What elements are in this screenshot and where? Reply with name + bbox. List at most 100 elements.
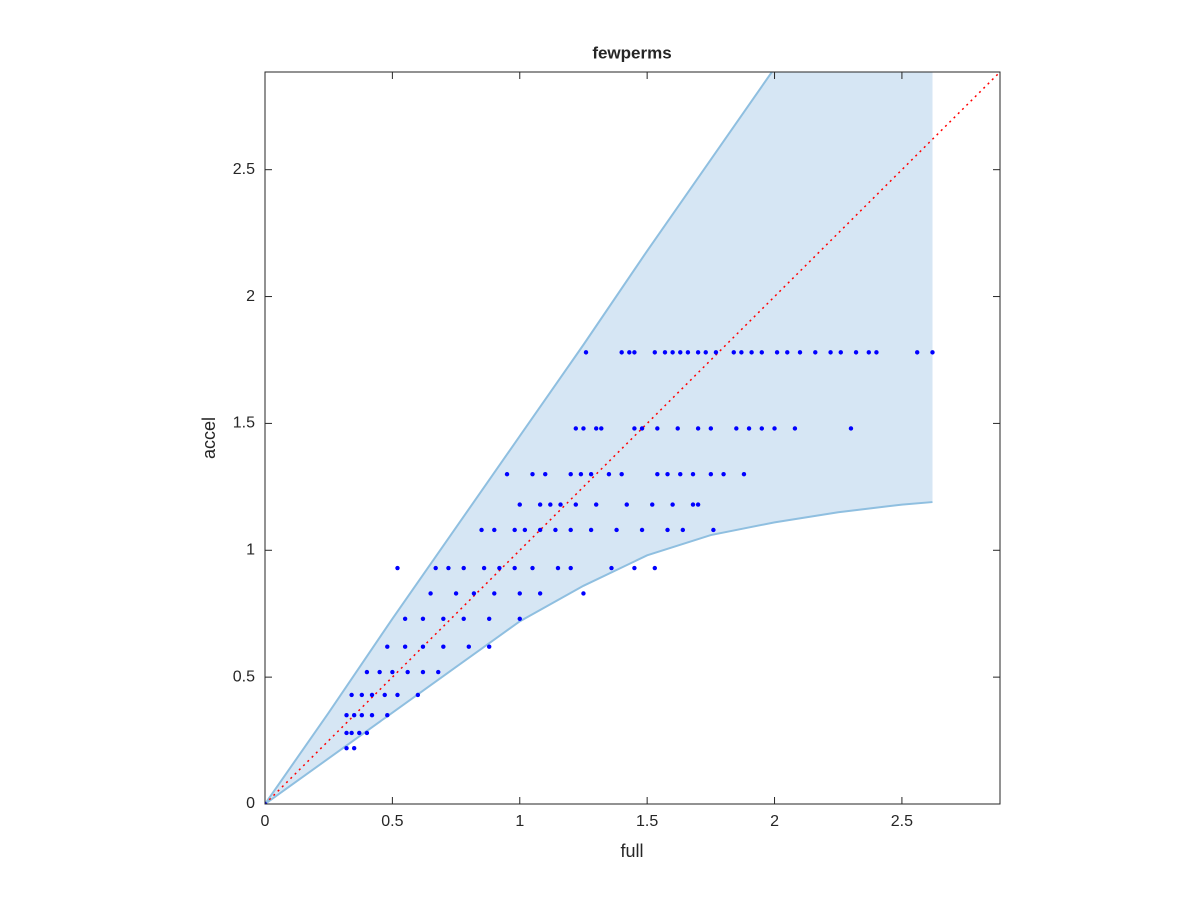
data-point [568, 471, 573, 477]
x-tick-label: 0 [261, 813, 270, 830]
axes-box [264, 71, 1001, 805]
data-point [690, 502, 696, 507]
data-point [359, 712, 365, 718]
data-point [497, 565, 502, 571]
data-point [415, 692, 421, 698]
data-point [772, 426, 777, 431]
data-point [665, 471, 670, 477]
data-point [670, 502, 675, 507]
data-point [481, 565, 487, 571]
data-point [578, 471, 584, 477]
data-point [695, 426, 701, 431]
data-point [517, 616, 522, 621]
data-point [695, 502, 701, 507]
data-point [466, 644, 472, 649]
data-point [652, 350, 657, 355]
data-point [471, 591, 477, 596]
data-point [420, 644, 426, 649]
data-point [588, 527, 594, 533]
data-point [813, 350, 818, 355]
data-point [708, 426, 714, 431]
data-point [619, 471, 624, 477]
data-point [739, 350, 744, 355]
data-point [351, 712, 357, 718]
data-point [402, 644, 408, 649]
data-point [639, 527, 645, 533]
data-point [627, 350, 632, 355]
data-point [785, 350, 790, 355]
data-point [369, 692, 375, 698]
x-tick-label: 2.5 [891, 813, 913, 830]
data-point [619, 350, 624, 355]
data-point [632, 426, 637, 431]
data-point [639, 426, 645, 431]
data-point [558, 502, 563, 507]
data-point [504, 471, 510, 477]
data-point [492, 527, 497, 533]
data-point [632, 565, 637, 571]
data-point [632, 350, 637, 355]
data-point [553, 527, 558, 533]
data-point [593, 502, 599, 507]
data-point [433, 565, 438, 571]
data-point [364, 669, 370, 675]
data-point [930, 350, 935, 355]
data-point [655, 471, 660, 477]
data-point [746, 426, 752, 431]
x-tick-label: 0.5 [381, 813, 403, 830]
data-point [441, 616, 446, 621]
y-tick-label: 1.5 [233, 415, 255, 432]
data-point [390, 669, 395, 675]
data-point [665, 527, 670, 533]
data-point [530, 471, 535, 477]
data-point [395, 692, 400, 698]
data-point [537, 591, 543, 596]
data-point [428, 591, 433, 596]
data-point [357, 730, 362, 736]
data-point [486, 644, 492, 649]
data-point [543, 471, 548, 477]
data-point [349, 730, 354, 736]
data-point [655, 426, 660, 431]
data-point [711, 527, 716, 533]
data-point [749, 350, 754, 355]
y-tick-label: 2 [246, 288, 255, 305]
data-point [581, 591, 586, 596]
data-point [405, 669, 410, 675]
data-point [606, 471, 612, 477]
data-point [588, 471, 594, 477]
data-point [721, 471, 726, 477]
data-point [685, 350, 691, 355]
data-point [848, 426, 854, 431]
data-point [573, 426, 579, 431]
data-point [522, 527, 528, 533]
data-point [517, 502, 522, 507]
data-point [364, 730, 370, 736]
band-area [265, 72, 933, 804]
data-point [614, 527, 619, 533]
data-point [479, 527, 484, 533]
band-edge [265, 72, 774, 804]
diagonal-line [265, 72, 1000, 804]
data-point [734, 426, 739, 431]
data-point [568, 565, 573, 571]
data-point [568, 527, 573, 533]
data-point [453, 591, 459, 596]
x-axis-label: full [620, 841, 643, 861]
y-tick-label: 0.5 [233, 668, 255, 685]
data-point [675, 426, 680, 431]
data-point [512, 565, 517, 571]
y-tick-label: 2.5 [233, 161, 255, 178]
data-point [581, 426, 586, 431]
y-tick-label: 0 [246, 795, 255, 812]
data-point [461, 565, 466, 571]
data-point [609, 565, 614, 571]
x-tick-label: 1.5 [636, 813, 658, 830]
data-point [359, 692, 365, 698]
data-point [351, 745, 357, 751]
data-point [713, 350, 719, 355]
data-point [678, 471, 683, 477]
data-point [680, 527, 686, 533]
x-tick-label: 2 [770, 813, 779, 830]
data-point [530, 565, 535, 571]
